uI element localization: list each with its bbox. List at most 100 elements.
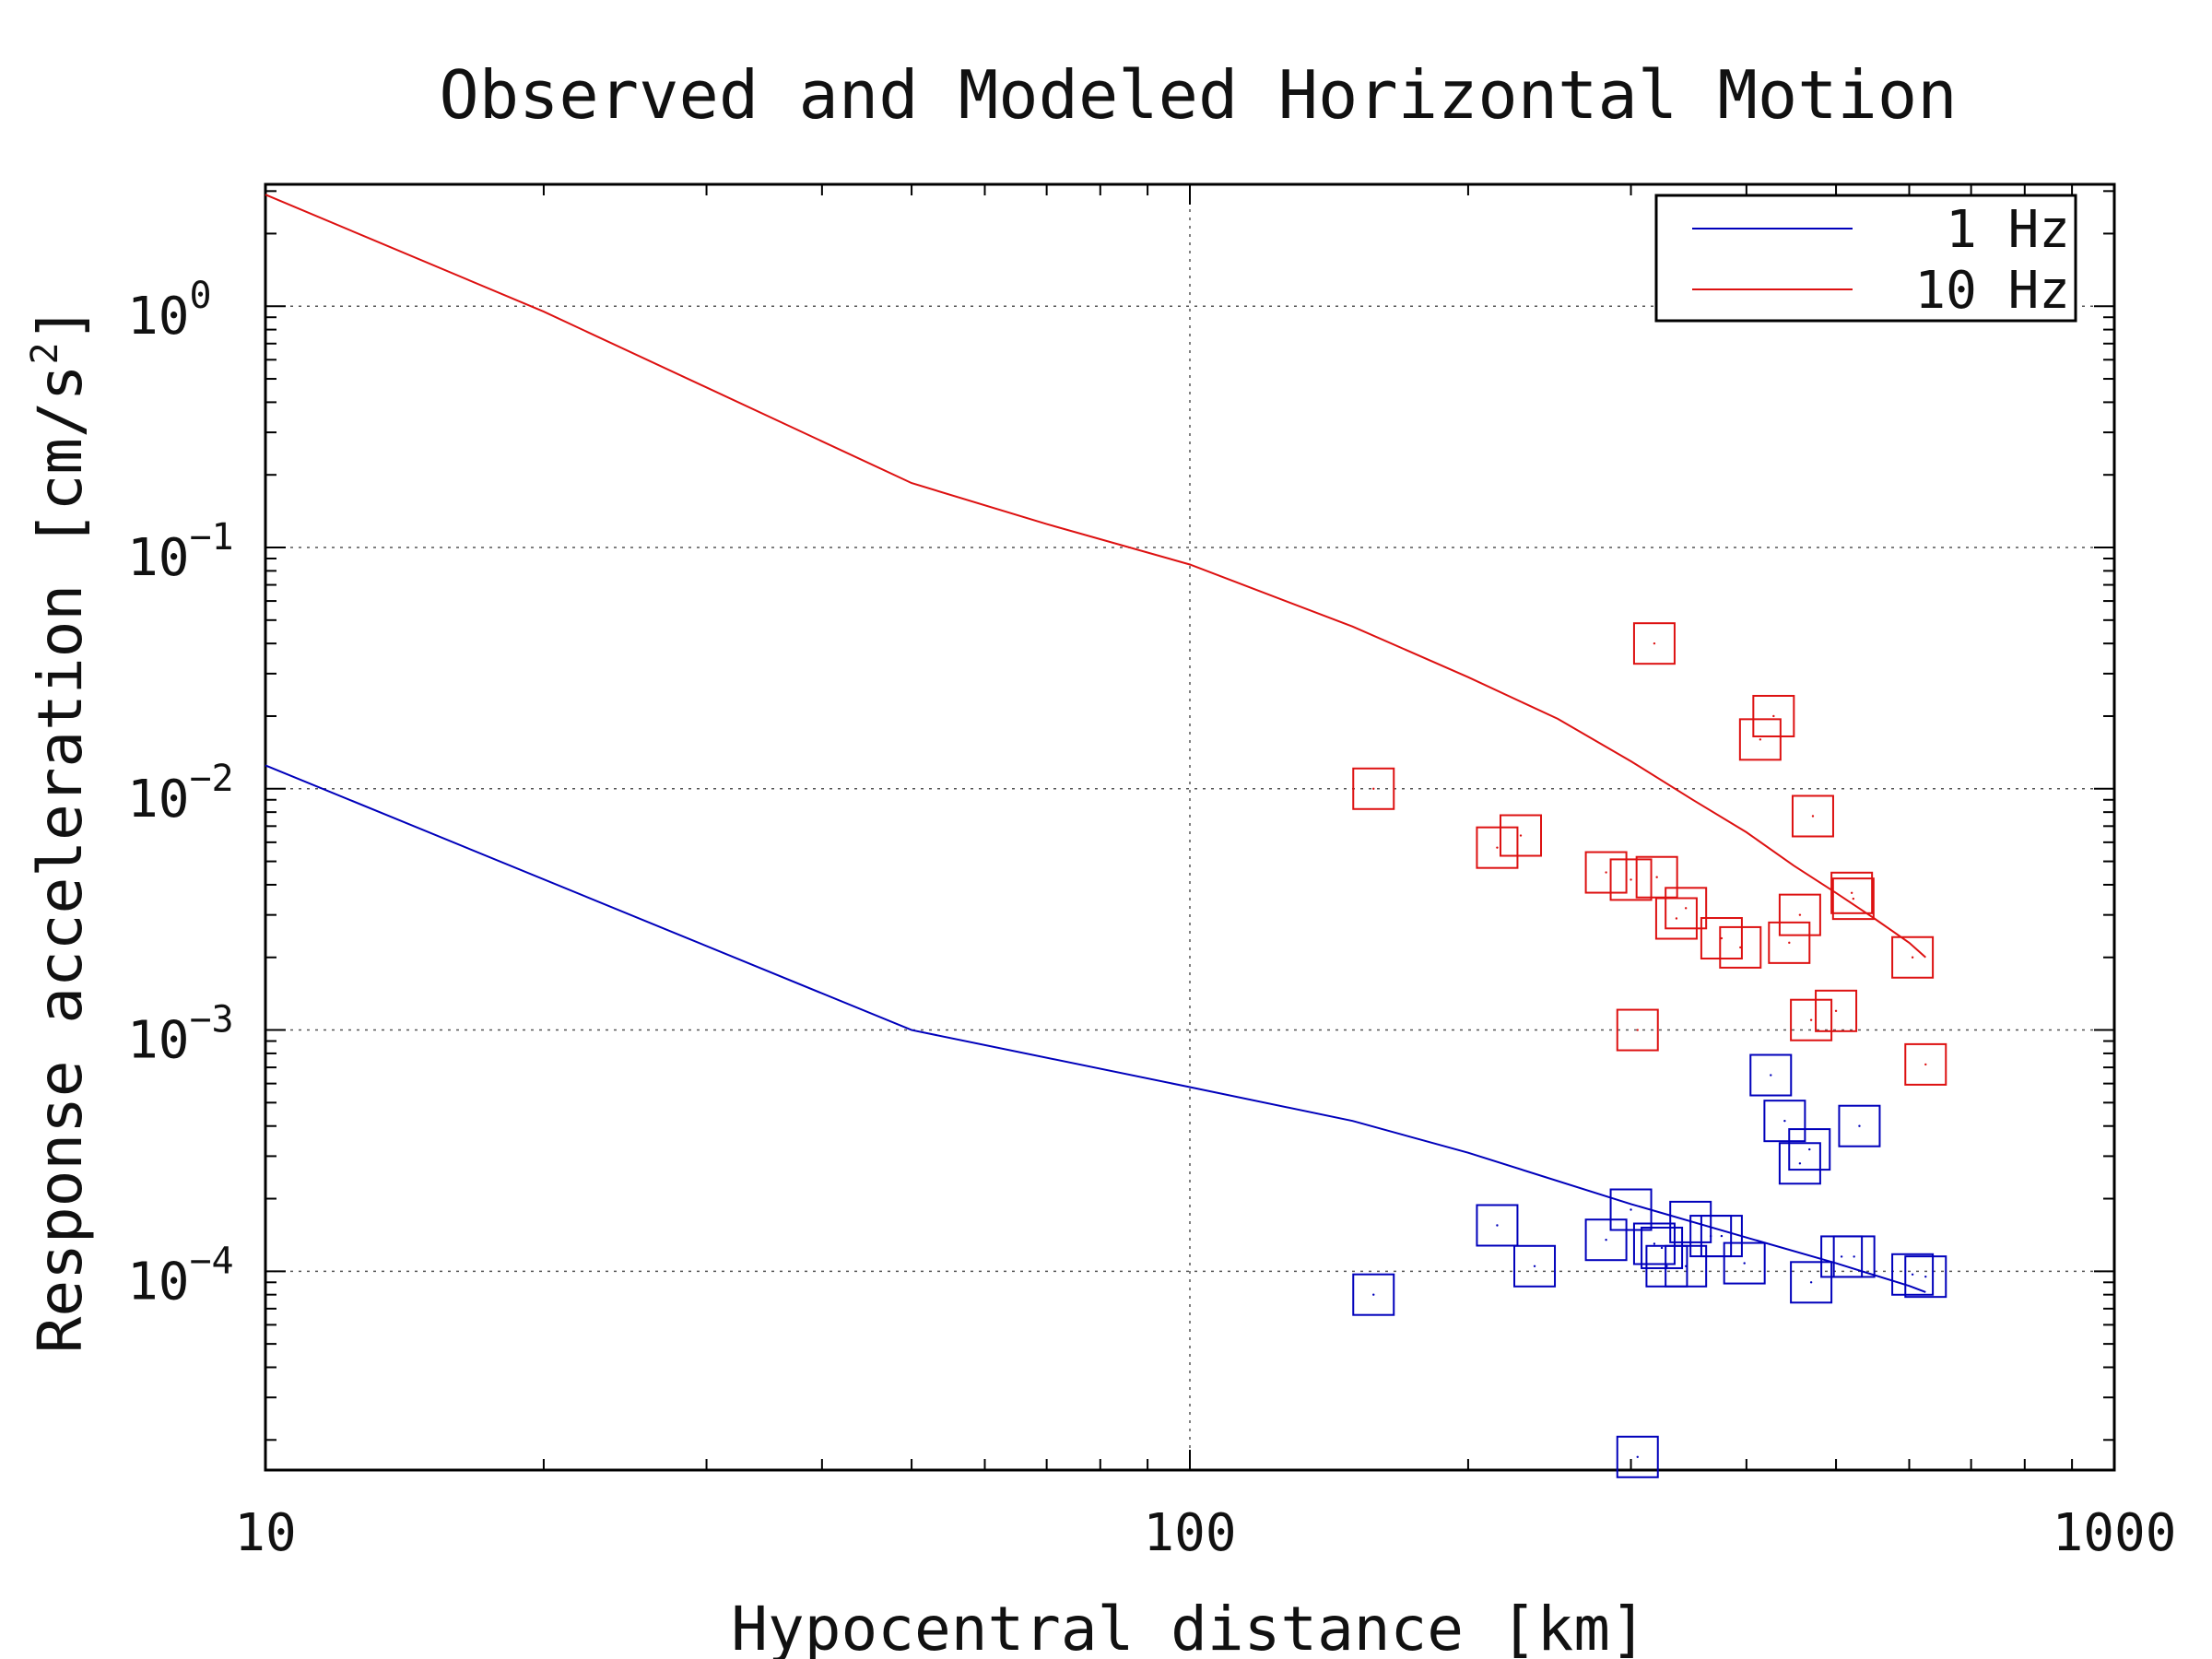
chart-title: Observed and Modeled Horizontal Motion bbox=[439, 56, 1957, 134]
observed-point-center-1hz bbox=[1636, 1455, 1639, 1458]
x-tick-labels: 10 100 1000 bbox=[234, 1503, 2176, 1563]
observed-point-1hz bbox=[1641, 1226, 1684, 1269]
observed-point-center-10hz bbox=[1852, 897, 1855, 900]
observed-point-center-1hz bbox=[1853, 1255, 1855, 1258]
observed-point-1hz bbox=[1723, 1241, 1766, 1285]
observed-point-10hz bbox=[1609, 858, 1653, 901]
grid bbox=[265, 184, 2114, 1470]
observed-point-1hz bbox=[1790, 1261, 1833, 1304]
observed-point-10hz bbox=[1778, 893, 1821, 936]
observed-point-center-10hz bbox=[1655, 876, 1658, 878]
y-tick-labels: 100 10−1 10−2 10−3 10−4 bbox=[127, 275, 234, 1312]
observed-point-10hz bbox=[1654, 897, 1698, 940]
observed-point-10hz bbox=[1476, 826, 1519, 869]
observed-point-center-1hz bbox=[1911, 1273, 1914, 1276]
observed-point-1hz bbox=[1700, 1215, 1743, 1258]
observed-point-center-10hz bbox=[1372, 787, 1375, 790]
observed-point-1hz bbox=[1609, 1188, 1653, 1231]
y-tick-label-1: 10−1 bbox=[127, 516, 234, 588]
observed-point-center-10hz bbox=[1636, 1029, 1639, 1031]
observed-point-1hz bbox=[1788, 1128, 1831, 1171]
observed-point-center-10hz bbox=[1653, 641, 1656, 645]
plot-frame bbox=[264, 182, 2116, 1472]
observed-point-1hz bbox=[1632, 1222, 1676, 1265]
observed-point-10hz bbox=[1752, 694, 1795, 737]
observed-point-1hz bbox=[1891, 1253, 1935, 1296]
observed-point-center-10hz bbox=[1924, 1063, 1927, 1066]
observed-point-center-1hz bbox=[1709, 1234, 1712, 1238]
observed-point-10hz bbox=[1768, 921, 1811, 964]
model-line-10hz bbox=[265, 194, 1926, 959]
observed-point-center-10hz bbox=[1850, 891, 1853, 895]
observed-point-center-1hz bbox=[1743, 1262, 1746, 1265]
x-tick-label-1000: 1000 bbox=[2053, 1503, 2177, 1563]
observed-point-1hz bbox=[1778, 1142, 1821, 1185]
observed-point-1hz bbox=[1352, 1273, 1395, 1316]
x-tick-label-10: 10 bbox=[234, 1503, 296, 1563]
observed-point-center-1hz bbox=[1783, 1119, 1786, 1123]
observed-point-center-10hz bbox=[1772, 714, 1775, 718]
observed-point-10hz bbox=[1815, 989, 1858, 1032]
legend: 1 Hz 10 Hz bbox=[1654, 194, 2077, 323]
observed-point-center-1hz bbox=[1533, 1265, 1536, 1267]
observed-point-center-10hz bbox=[1811, 815, 1815, 818]
observed-point-10hz bbox=[1665, 887, 1708, 930]
observed-point-center-10hz bbox=[1911, 956, 1914, 959]
observed-point-10hz bbox=[1891, 935, 1935, 979]
observed-point-1hz bbox=[1749, 1053, 1793, 1097]
observed-point-center-1hz bbox=[1808, 1147, 1811, 1151]
observed-point-center-1hz bbox=[1372, 1293, 1375, 1296]
observed-point-10hz bbox=[1700, 917, 1743, 960]
observed-point-10hz bbox=[1738, 718, 1782, 761]
observed-point-center-1hz bbox=[1720, 1234, 1724, 1238]
y-tick-label-3: 10−3 bbox=[127, 999, 234, 1071]
observed-point-center-1hz bbox=[1924, 1275, 1927, 1278]
observed-point-center-1hz bbox=[1684, 1265, 1688, 1267]
observed-point-10hz bbox=[1352, 767, 1395, 810]
y-axis-label-close: ] bbox=[25, 306, 96, 343]
observed-point-center-1hz bbox=[1858, 1124, 1861, 1127]
observed-point-10hz bbox=[1830, 871, 1874, 914]
y-axis-label: Response acceleration [cm/s2] bbox=[24, 306, 96, 1354]
observed-point-10hz bbox=[1616, 1008, 1659, 1052]
x-tick-label-100: 100 bbox=[1143, 1503, 1236, 1563]
x-axis-label: Hypocentral distance [km] bbox=[731, 1594, 1646, 1659]
observed-point-center-10hz bbox=[1675, 917, 1678, 920]
legend-label-1hz: 1 Hz bbox=[1946, 200, 2070, 260]
observed-point-1hz bbox=[1763, 1100, 1806, 1143]
legend-label-10hz: 10 Hz bbox=[1914, 261, 2070, 321]
observed-point-center-1hz bbox=[1770, 1074, 1772, 1077]
observed-point-center-10hz bbox=[1605, 871, 1607, 874]
observed-point-1hz bbox=[1476, 1204, 1519, 1247]
observed-point-center-10hz bbox=[1630, 878, 1632, 881]
observed-point-10hz bbox=[1719, 925, 1762, 969]
observed-point-1hz bbox=[1838, 1104, 1881, 1147]
observed-point-center-10hz bbox=[1834, 1009, 1838, 1013]
observed-point-center-1hz bbox=[1840, 1255, 1843, 1258]
observed-point-center-10hz bbox=[1720, 936, 1724, 940]
observed-point-1hz bbox=[1665, 1244, 1708, 1288]
y-tick-label-4: 10−4 bbox=[127, 1240, 234, 1312]
y-tick-label-2: 10−2 bbox=[127, 758, 234, 830]
observed-point-1hz bbox=[1584, 1218, 1628, 1262]
observed-point-center-10hz bbox=[1496, 846, 1499, 849]
observed-point-10hz bbox=[1904, 1042, 1947, 1086]
observed-point-1hz bbox=[1904, 1255, 1947, 1299]
observed-point-10hz bbox=[1831, 877, 1875, 921]
observed-point-10hz bbox=[1584, 851, 1628, 894]
observed-point-center-1hz bbox=[1660, 1246, 1664, 1250]
observed-point-center-10hz bbox=[1788, 941, 1791, 945]
observed-point-1hz bbox=[1616, 1435, 1659, 1478]
observed-point-center-1hz bbox=[1605, 1239, 1607, 1241]
observed-point-center-1hz bbox=[1809, 1281, 1813, 1284]
minor-ticks bbox=[265, 184, 2114, 1470]
legend-box bbox=[1654, 194, 2077, 323]
observed-point-center-1hz bbox=[1798, 1162, 1802, 1165]
series-layer bbox=[265, 194, 1947, 1478]
observed-point-10hz bbox=[1790, 998, 1833, 1041]
observed-point-center-1hz bbox=[1630, 1208, 1632, 1211]
y-axis-label-base: Response acceleration [cm/s bbox=[25, 364, 96, 1353]
y-axis-label-sup: 2 bbox=[24, 342, 66, 364]
y-tick-label-0: 100 bbox=[127, 275, 212, 347]
